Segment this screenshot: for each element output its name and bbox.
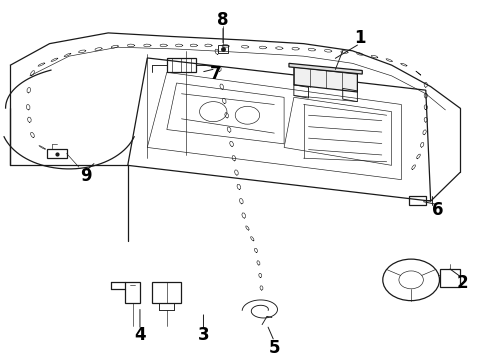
Text: 6: 6 [432,201,444,219]
Polygon shape [294,67,357,92]
Text: 1: 1 [354,29,366,47]
Text: 3: 3 [197,327,209,345]
Text: 7: 7 [210,65,221,83]
Text: 9: 9 [80,167,92,185]
Text: 4: 4 [134,327,146,345]
Polygon shape [289,63,362,74]
Text: 8: 8 [217,12,229,30]
Text: 5: 5 [269,339,280,357]
Text: 2: 2 [457,274,468,292]
